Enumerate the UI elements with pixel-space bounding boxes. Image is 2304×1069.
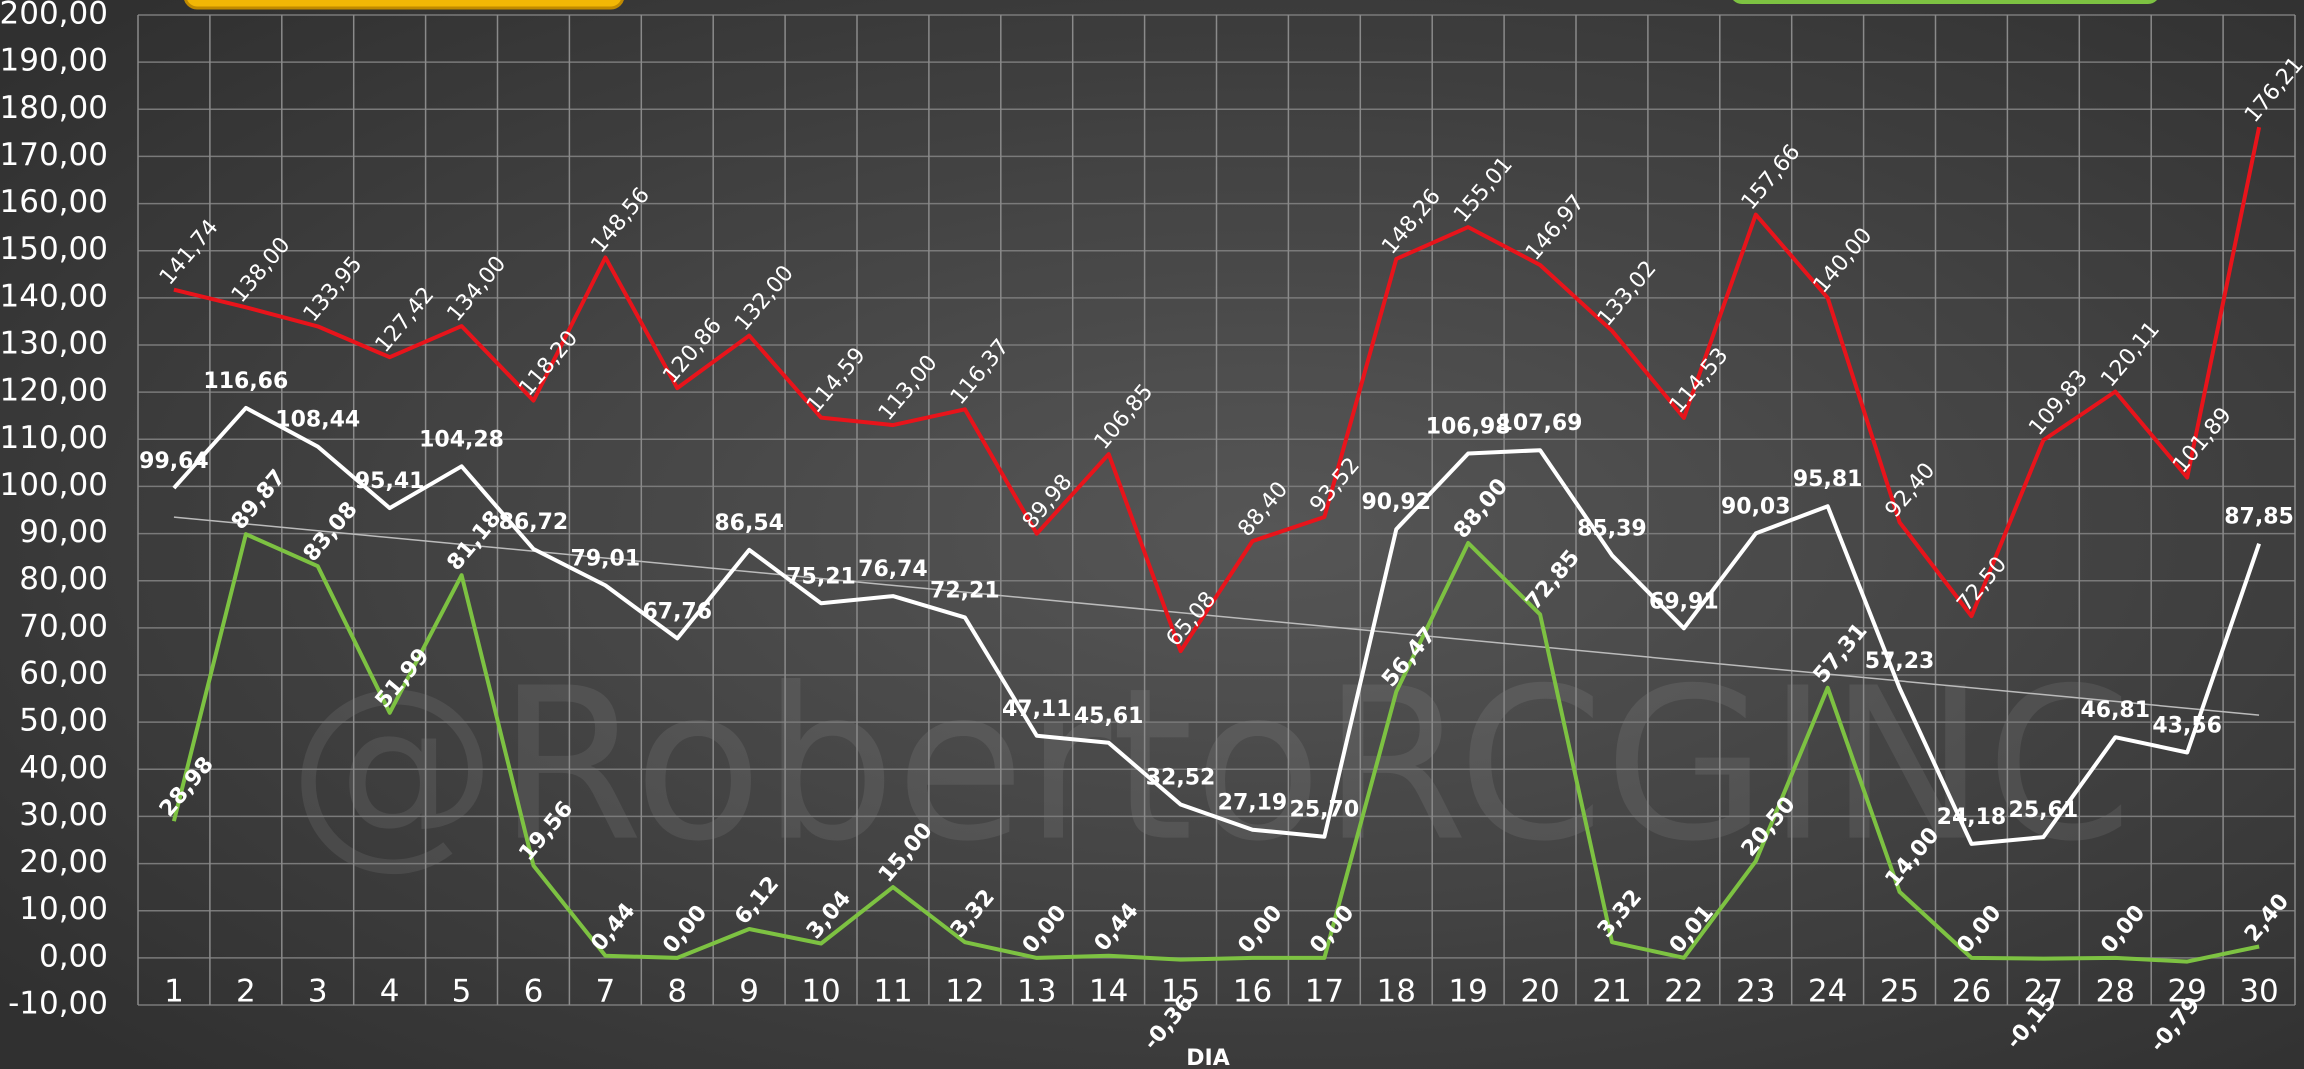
y-tick-label: 30,00 — [19, 797, 108, 833]
x-tick-label: 17 — [1305, 974, 1344, 1010]
x-tick-label: 4 — [380, 974, 400, 1010]
y-tick-label: 110,00 — [0, 420, 108, 456]
data-label: 86,54 — [714, 511, 784, 536]
x-tick-label: 30 — [2239, 974, 2278, 1010]
x-tick-label: 14 — [1089, 974, 1128, 1010]
data-label: 27,19 — [1218, 791, 1288, 816]
y-tick-label: 130,00 — [0, 326, 108, 362]
y-tick-label: 70,00 — [19, 608, 108, 644]
y-tick-label: 100,00 — [0, 467, 108, 503]
y-tick-label: 200,00 — [0, 0, 108, 32]
y-tick-label: -10,00 — [8, 986, 108, 1022]
x-tick-label: 2 — [236, 974, 256, 1010]
y-tick-label: 160,00 — [0, 184, 108, 220]
x-tick-label: 26 — [1952, 974, 1991, 1010]
data-label: 47,11 — [1002, 697, 1072, 722]
y-tick-label: 90,00 — [19, 514, 108, 550]
x-tick-label: 29 — [2167, 974, 2206, 1010]
x-tick-label: 11 — [873, 974, 912, 1010]
x-tick-label: 5 — [452, 974, 472, 1010]
y-tick-label: 40,00 — [19, 750, 108, 786]
data-label: 104,28 — [419, 427, 504, 452]
data-label: 72,21 — [930, 578, 1000, 603]
data-label: 76,74 — [858, 557, 928, 582]
x-tick-label: 25 — [1880, 974, 1919, 1010]
y-tick-label: 80,00 — [19, 561, 108, 597]
x-tick-label: 6 — [524, 974, 544, 1010]
data-label: 95,41 — [355, 469, 425, 494]
data-label: 99,64 — [139, 449, 209, 474]
x-tick-label: 10 — [801, 974, 840, 1010]
data-label: 116,66 — [203, 369, 288, 394]
y-tick-label: 150,00 — [0, 231, 108, 267]
x-tick-label: 21 — [1592, 974, 1631, 1010]
x-tick-label: 12 — [945, 974, 984, 1010]
x-axis-label: DIA — [1186, 1046, 1229, 1069]
x-tick-label: 9 — [739, 974, 759, 1010]
trend-line — [173, 516, 2260, 716]
series-line — [171, 532, 2260, 964]
data-label: 57,23 — [1865, 649, 1935, 674]
data-label: 24,18 — [1937, 805, 2007, 830]
data-label: 25,70 — [1290, 798, 1360, 823]
x-tick-label: 18 — [1377, 974, 1416, 1010]
x-tick-label: 28 — [2096, 974, 2135, 1010]
x-tick-label: 23 — [1736, 974, 1775, 1010]
data-label: 85,39 — [1577, 516, 1647, 541]
x-tick-label: 24 — [1808, 974, 1847, 1010]
watermark: @RobertoRCGINC — [287, 643, 2132, 888]
y-tick-label: 20,00 — [19, 844, 108, 880]
data-label: 25,61 — [2009, 798, 2079, 823]
data-label: 79,01 — [571, 546, 641, 571]
y-tick-label: 170,00 — [0, 137, 108, 173]
y-tick-label: 190,00 — [0, 43, 108, 79]
y-tick-label: 180,00 — [0, 90, 108, 126]
x-tick-label: 13 — [1017, 974, 1056, 1010]
data-label: 95,81 — [1793, 467, 1863, 492]
series-line — [173, 126, 2262, 654]
data-label: 107,69 — [1498, 411, 1583, 436]
data-label: 90,03 — [1721, 494, 1791, 519]
data-label: 87,85 — [2224, 505, 2294, 530]
x-tick-label: 22 — [1664, 974, 1703, 1010]
x-tick-label: 1 — [164, 974, 184, 1010]
legend-box — [1733, 0, 2157, 4]
x-tick-label: 8 — [667, 974, 687, 1010]
data-label: 75,21 — [786, 564, 856, 589]
data-label: 46,81 — [2080, 698, 2150, 723]
data-label: 106,98 — [1426, 415, 1511, 440]
y-tick-label: 60,00 — [19, 656, 108, 692]
y-tick-label: 120,00 — [0, 373, 108, 409]
data-label: 108,44 — [275, 408, 360, 433]
data-label: 90,92 — [1361, 490, 1431, 515]
series-line — [172, 405, 2261, 846]
data-label: 32,52 — [1146, 766, 1216, 791]
x-tick-label: 20 — [1520, 974, 1559, 1010]
x-tick-label: 3 — [308, 974, 328, 1010]
data-label: 67,76 — [642, 599, 712, 624]
data-label: 69,91 — [1649, 589, 1719, 614]
data-label: 43,56 — [2152, 714, 2222, 739]
data-label: 45,61 — [1074, 704, 1144, 729]
x-tick-label: 19 — [1448, 974, 1487, 1010]
x-tick-label: 15 — [1161, 974, 1200, 1010]
x-tick-label: 27 — [2024, 974, 2063, 1010]
y-tick-label: 140,00 — [0, 278, 108, 314]
x-tick-label: 7 — [595, 974, 615, 1010]
y-tick-label: 50,00 — [19, 703, 108, 739]
y-tick-label: 0,00 — [39, 938, 108, 974]
y-tick-label: 10,00 — [19, 891, 108, 927]
x-tick-label: 16 — [1233, 974, 1272, 1010]
legend-box — [184, 0, 624, 10]
data-label: 86,72 — [499, 510, 569, 535]
